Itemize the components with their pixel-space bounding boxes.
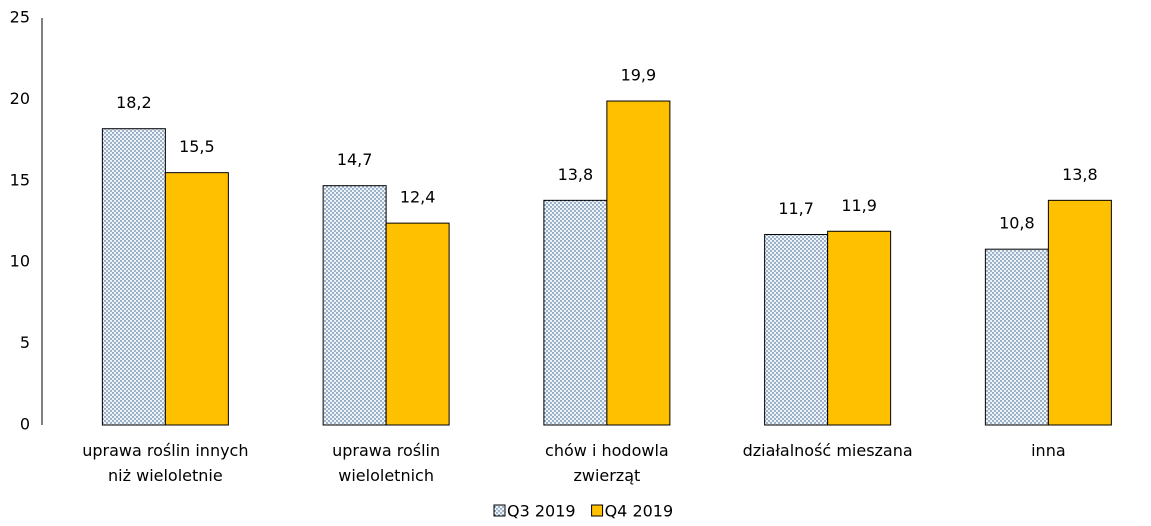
bar	[322, 185, 387, 426]
bar	[606, 100, 671, 426]
x-tick-label: działalność mieszana	[743, 441, 913, 460]
data-label: 19,9	[621, 66, 657, 85]
y-tick-label: 15	[10, 170, 30, 189]
bar	[385, 222, 450, 426]
data-label: 13,8	[1062, 165, 1098, 184]
bar	[543, 199, 608, 426]
bar	[984, 248, 1049, 426]
x-tick-label: uprawa roślin wieloletnich	[332, 441, 440, 485]
bar	[164, 172, 229, 426]
data-label: 10,8	[999, 214, 1035, 233]
data-label: 15,5	[179, 137, 215, 156]
y-tick-label: 25	[10, 8, 30, 27]
data-label: 18,2	[116, 93, 152, 112]
x-tick-label: inna	[1031, 441, 1066, 460]
legend-label: Q4 2019	[605, 502, 674, 521]
data-label: 14,7	[337, 150, 373, 169]
legend-swatch	[493, 504, 506, 517]
data-label: 12,4	[400, 188, 436, 207]
x-tick-label: chów i hodowla zwierząt	[545, 441, 669, 485]
bar	[101, 128, 166, 426]
x-tick-label: uprawa roślin innych niż wieloletnie	[82, 441, 248, 485]
data-label: 13,8	[558, 165, 594, 184]
data-label: 11,9	[841, 196, 877, 215]
legend-swatch	[591, 504, 604, 517]
bar	[1047, 199, 1112, 426]
y-tick-label: 10	[10, 252, 30, 271]
y-tick-label: 5	[20, 333, 30, 352]
y-tick-label: 20	[10, 89, 30, 108]
data-label: 11,7	[778, 199, 814, 218]
bar	[827, 230, 892, 426]
legend-label: Q3 2019	[507, 502, 576, 521]
bar	[764, 234, 829, 426]
y-tick-label: 0	[20, 415, 30, 434]
